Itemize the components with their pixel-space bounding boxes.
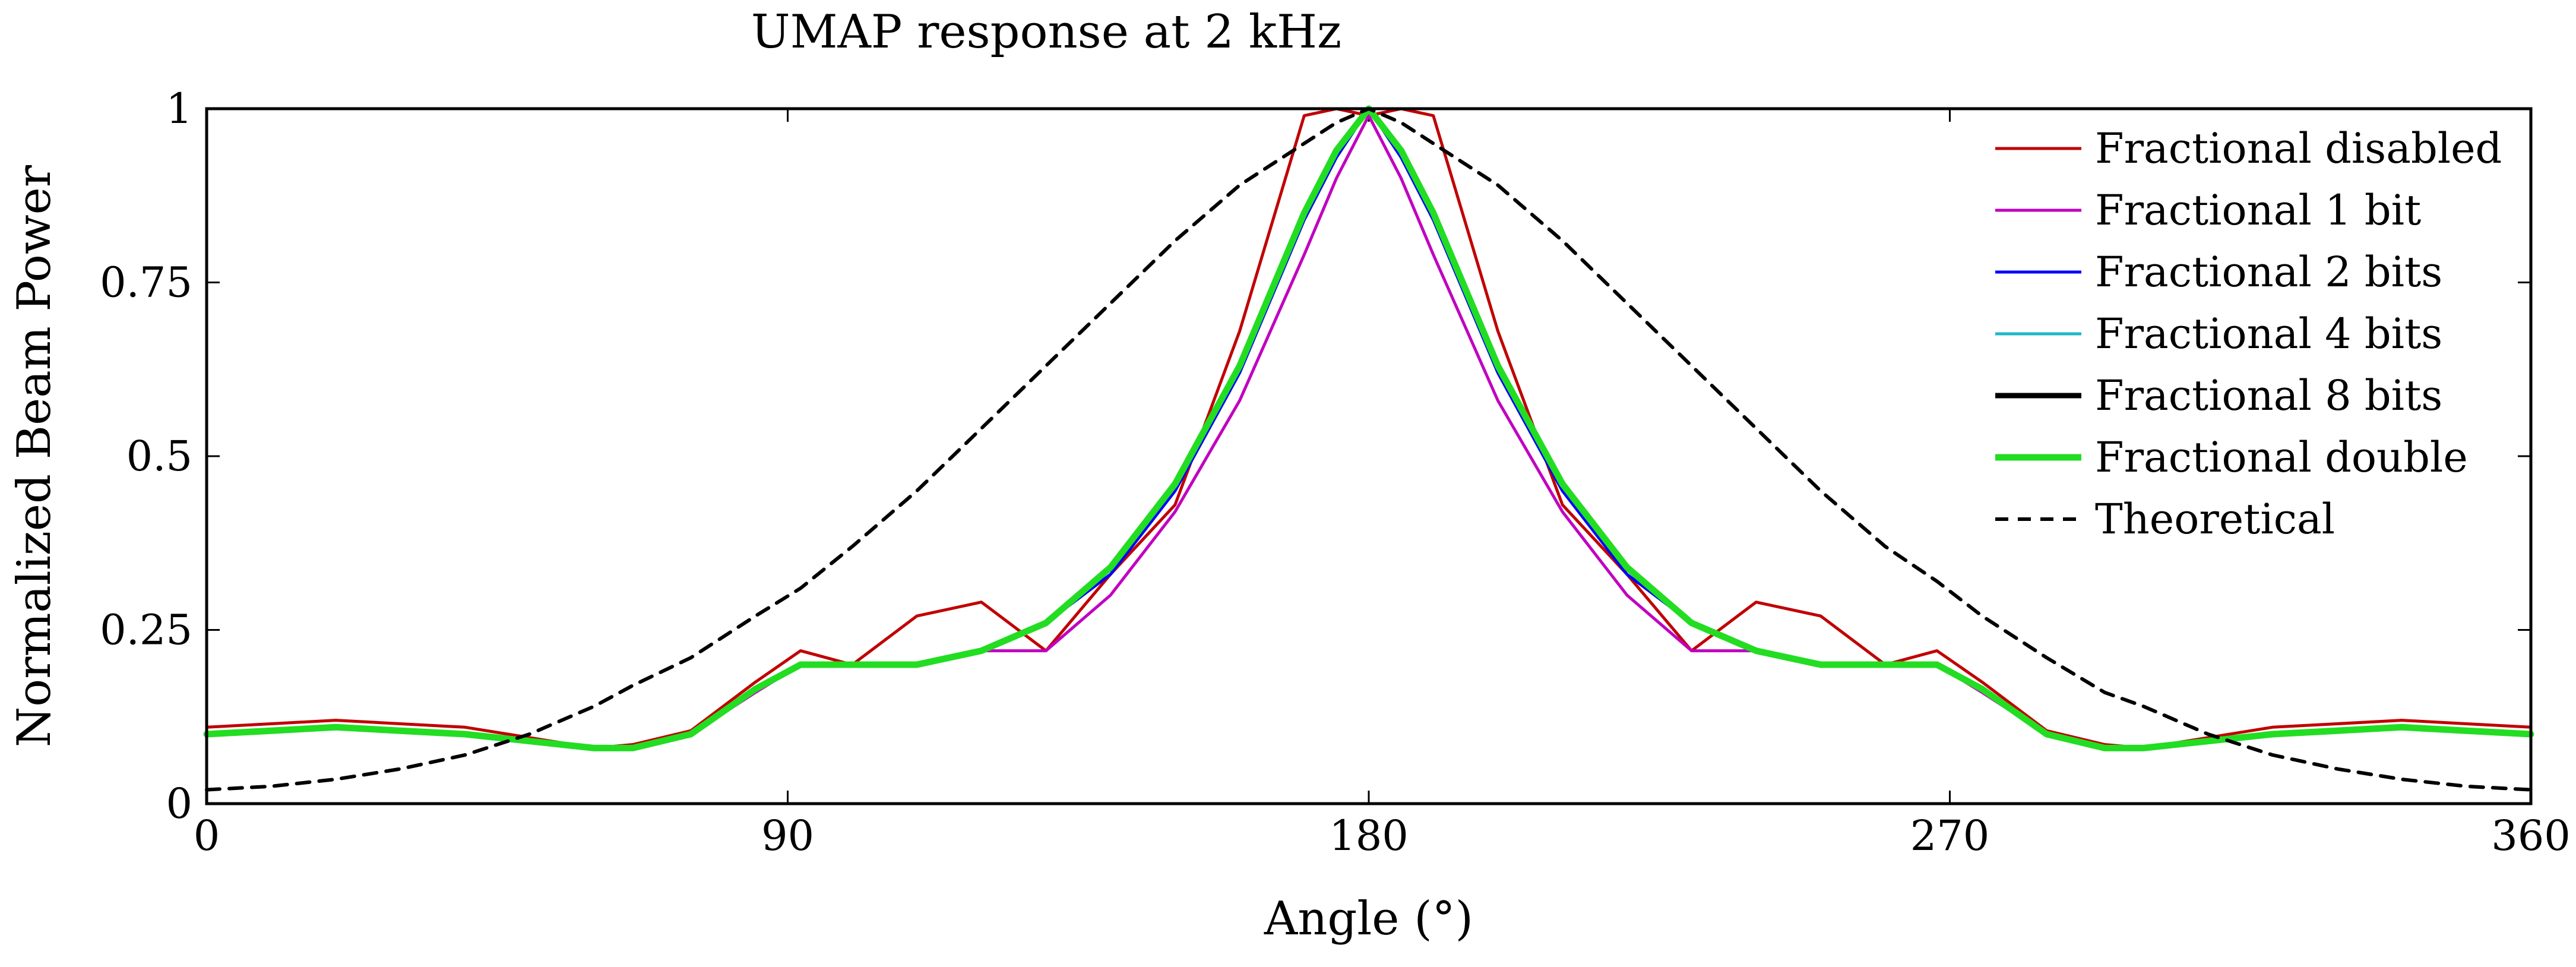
y-tick-label: 0.5 bbox=[126, 432, 192, 481]
tick-labels: 0 90 180 270 360 0 0.25 0.5 0.75 1 bbox=[100, 84, 2571, 860]
legend-label-fractional-4-bits: Fractional 4 bits bbox=[2095, 309, 2442, 358]
chart-title: UMAP response at 2 kHz bbox=[751, 5, 1341, 59]
y-axis-label: Normalized Beam Power bbox=[8, 165, 61, 747]
plot-frame bbox=[205, 107, 2533, 805]
x-tick-label: 270 bbox=[1910, 811, 1990, 860]
legend: Fractional disabled Fractional 1 bit Fract… bbox=[1995, 124, 2502, 543]
x-tick-label: 180 bbox=[1329, 811, 1409, 860]
y-tick-label: 0.75 bbox=[100, 258, 192, 307]
legend-label-fractional-8-bits: Fractional 8 bits bbox=[2095, 371, 2442, 420]
x-axis-label: Angle (°) bbox=[1264, 892, 1473, 946]
y-tick-label: 0.25 bbox=[100, 606, 192, 655]
legend-label-fractional-2-bits: Fractional 2 bits bbox=[2095, 248, 2442, 296]
x-tick-label: 360 bbox=[2491, 811, 2571, 860]
x-tick-label: 0 bbox=[194, 811, 220, 860]
legend-label-fractional-double: Fractional double bbox=[2095, 433, 2468, 482]
legend-label-theoretical: Theoretical bbox=[2095, 495, 2335, 543]
y-tick-label: 0 bbox=[166, 779, 192, 828]
legend-label-fractional-disabled: Fractional disabled bbox=[2095, 124, 2502, 173]
y-tick-label: 1 bbox=[166, 84, 192, 133]
x-tick-label: 90 bbox=[761, 811, 814, 860]
legend-label-fractional-1-bit: Fractional 1 bit bbox=[2095, 186, 2421, 235]
